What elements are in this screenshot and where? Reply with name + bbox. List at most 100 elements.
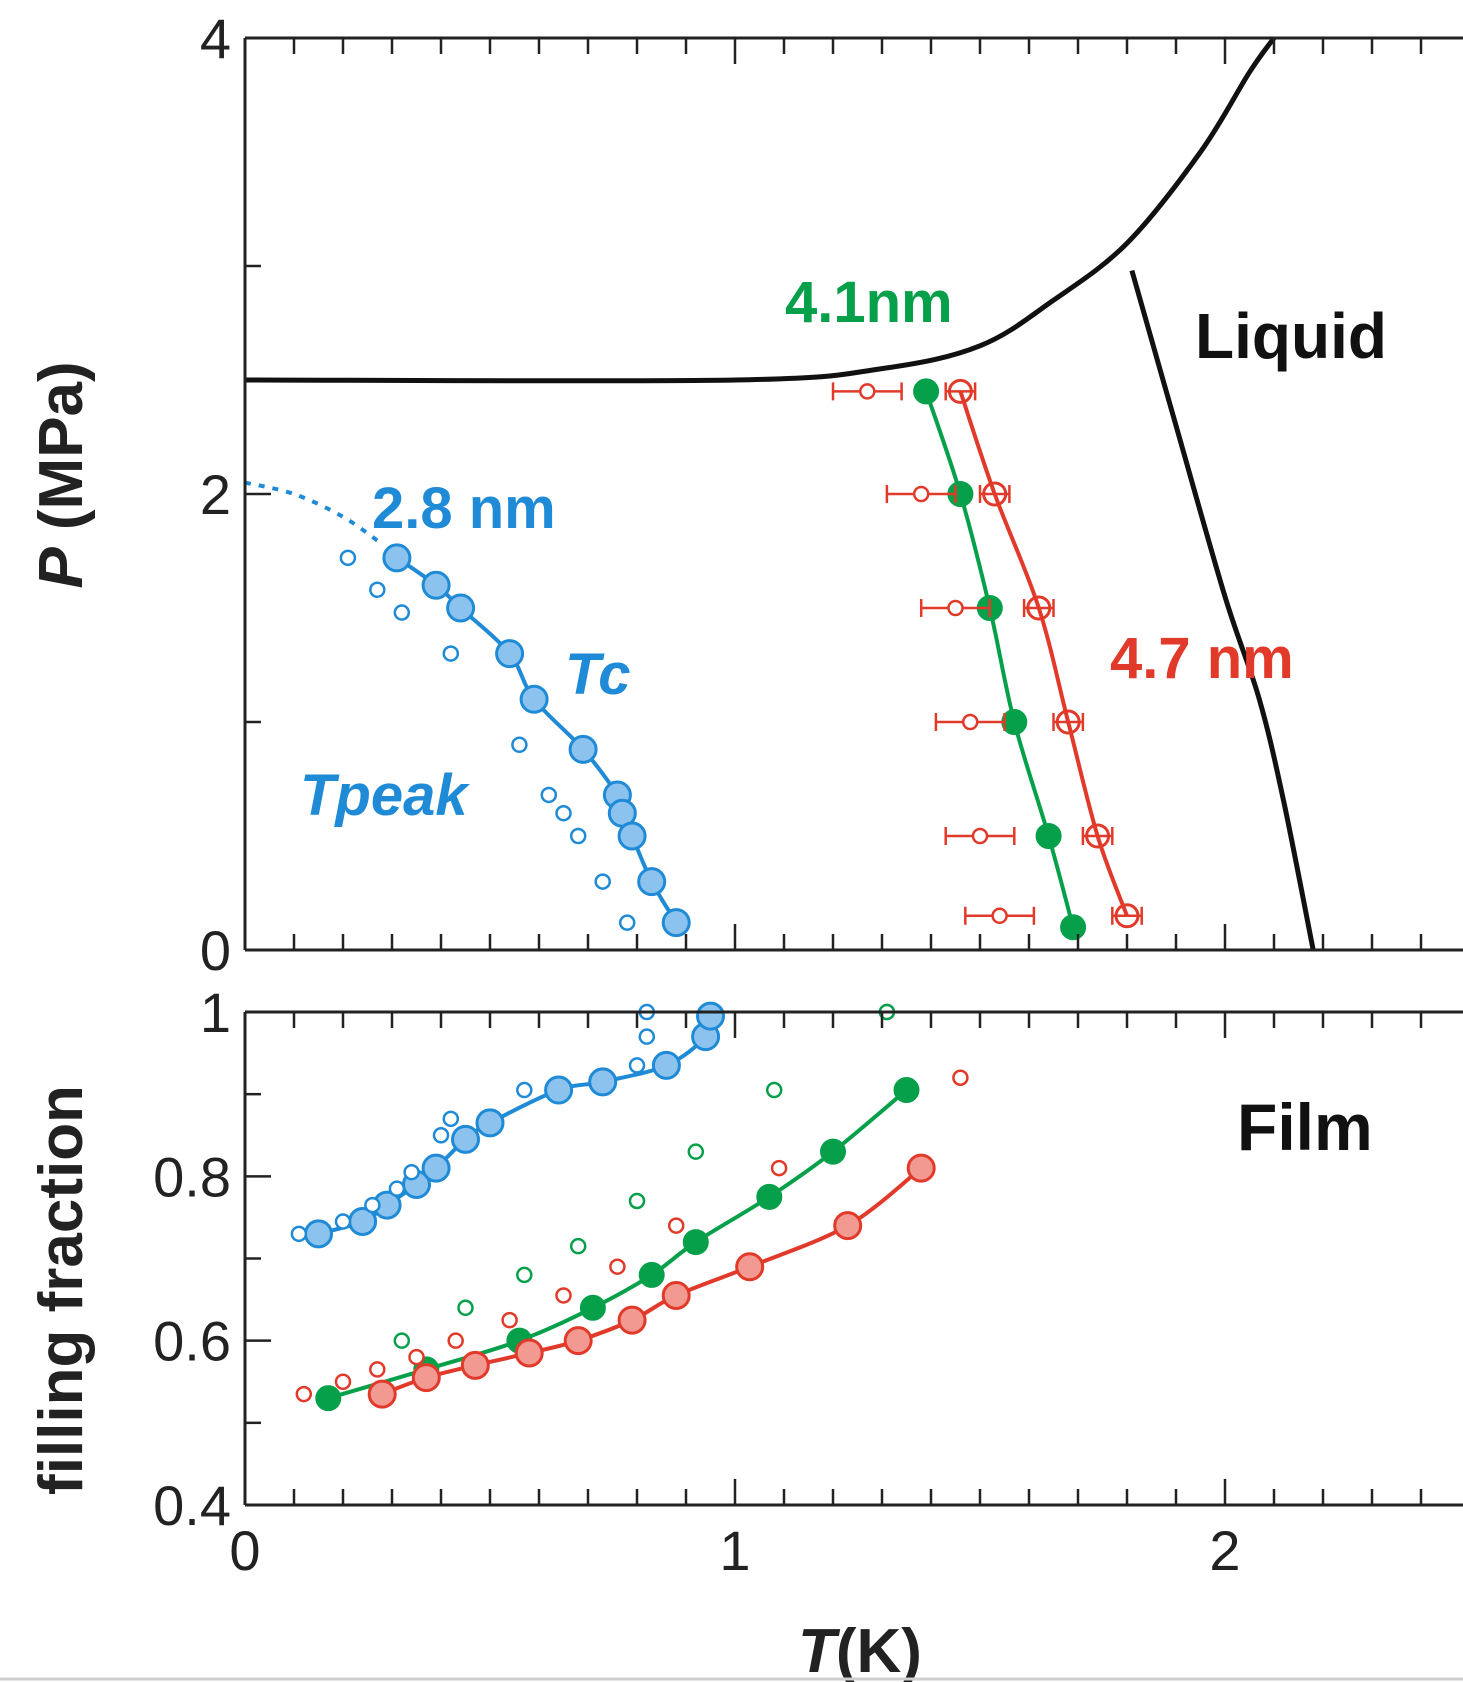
filling-green_open-point — [516, 1266, 533, 1284]
pressure-red_square-point — [1055, 709, 1081, 735]
filling-x-tick-label: 2 — [1209, 1519, 1240, 1582]
filling-y-tick-label: 0.4 — [153, 1474, 231, 1537]
filling-y-tick-label: 1 — [200, 981, 231, 1044]
pressure-y-tick-label: 0 — [200, 919, 231, 982]
filling-blue_open-point — [516, 1081, 533, 1099]
filling-red_open-point — [447, 1332, 464, 1349]
filling-red_open-point — [501, 1311, 518, 1329]
pressure-blue_tc-point — [495, 639, 525, 669]
pressure-panel: 024 2.8 nm 4.1nm 4.7 nm Liquid Tc Tpeak … — [27, 7, 1463, 982]
filling-green_open-point — [393, 1332, 411, 1349]
filling-fraction-plot-area — [290, 1001, 969, 1412]
pressure-blue_tc-point — [446, 593, 476, 623]
pressure-blue_tpeak-point — [618, 914, 636, 931]
filling-red_filled-point — [617, 1305, 647, 1335]
filling-green_open-point — [569, 1237, 587, 1255]
filling-blue_open-point — [432, 1127, 450, 1144]
filling-red_open-point — [295, 1385, 313, 1403]
filling-red_open-point — [334, 1373, 352, 1390]
pressure-blue_tc-point — [382, 543, 412, 573]
filling-blue_open-point — [334, 1213, 352, 1230]
pressure-blue_tpeak-point — [393, 604, 411, 621]
filling-red_filled-point — [735, 1252, 765, 1282]
pressure-red_open-point — [971, 827, 989, 845]
solid-liquid-boundary — [244, 36, 1277, 384]
pressure-blue_tpeak-point — [369, 581, 386, 599]
filling-blue_filled-point — [651, 1050, 681, 1080]
pressure-red_open-point — [991, 907, 1008, 925]
filling-blue_filled-point — [421, 1153, 451, 1183]
pressure-green_filled-point — [1035, 823, 1062, 849]
filling-red_open-point — [555, 1287, 572, 1304]
filling-green_open-point — [765, 1081, 783, 1099]
filling-green_open-point — [628, 1192, 646, 1210]
filling-x-tick-label: 1 — [719, 1519, 750, 1582]
filling-blue_open-point — [403, 1163, 420, 1181]
y-axis-title-filling-fraction: filling fraction — [27, 1085, 96, 1495]
filling-blue_open-point — [442, 1110, 460, 1128]
pressure-red_open-point — [912, 485, 930, 503]
filling-blue_open-point — [290, 1225, 308, 1243]
filling-blue_open-point — [364, 1196, 381, 1214]
pressure-blue_tpeak-point — [442, 645, 460, 662]
pressure-blue_tc-point — [617, 821, 647, 851]
filling-blue_open-point — [388, 1180, 406, 1197]
filling-fraction-axes: 0.4 0.6 0.8 1 0 1 2 — [153, 981, 1463, 1582]
filling-red_filled-point — [563, 1326, 593, 1356]
filling-red_filled-point — [367, 1379, 397, 1409]
filling-green_open-point — [687, 1143, 705, 1160]
filling-blue_filled-point — [544, 1075, 574, 1105]
filling-blue_filled-point — [696, 1001, 725, 1031]
annotation-film: Film — [1237, 1090, 1373, 1164]
pressure-blue_tc-point — [421, 570, 451, 600]
pressure-red_square-point — [1026, 595, 1052, 621]
filling-green_filled-point — [579, 1294, 606, 1321]
pressure-blue_tc-point — [568, 734, 598, 764]
y-axis-title-pressure: P (MPa) — [27, 361, 96, 588]
pressure-green_filled-point — [1060, 914, 1087, 941]
filling-green_filled-point — [315, 1385, 342, 1412]
filling-green_filled-point — [820, 1138, 846, 1165]
pressure-y-tick-label: 4 — [200, 7, 231, 70]
filling-blue_open-point — [638, 1028, 656, 1045]
pressure-blue_tc-point — [519, 684, 549, 714]
pressure-red_square-point — [982, 481, 1008, 507]
filling-red_open-point — [369, 1361, 386, 1378]
filling-red_filled-point — [514, 1338, 544, 1368]
pressure-red_square-point — [1085, 823, 1111, 849]
pressure-axes: 0 2 4 — [200, 7, 1463, 982]
pressure-blue_tpeak-point — [569, 827, 587, 845]
filling-fraction-panel: 0.4 0.6 0.8 1 0 1 2 Film filling fraction — [27, 981, 1463, 1582]
pressure-red_square-point — [947, 378, 973, 404]
filling-red_filled-point — [661, 1280, 691, 1310]
filling-red_filled-point — [833, 1211, 863, 1241]
filling-red_open-point — [770, 1159, 788, 1177]
pressure-blue_tpeak-point — [511, 736, 528, 754]
pressure-red_open-point — [961, 713, 979, 731]
filling-y-tick-label: 0.8 — [153, 1145, 231, 1208]
filling-red_open-point — [408, 1348, 425, 1366]
filling-y-tick-label: 0.6 — [153, 1310, 231, 1373]
pressure-green_filled-point — [1001, 709, 1028, 735]
pressure-blue_tc-point — [637, 867, 667, 897]
filling-blue_filled-point — [588, 1067, 618, 1097]
pressure-blue_tpeak-point — [540, 786, 558, 804]
pressure-blue_tpeak-point — [339, 549, 357, 567]
pressure-blue_tpeak-point — [555, 804, 572, 822]
filling-x-tick-label: 0 — [229, 1519, 260, 1582]
pressure-y-tick-label: 2 — [200, 463, 231, 526]
annotation-tc: Tc — [565, 642, 631, 707]
pressure-red_open-point — [859, 383, 876, 400]
filling-red_open-point — [952, 1069, 969, 1086]
filling-green_open-point — [457, 1299, 474, 1317]
pressure-red_open-point — [947, 599, 964, 617]
filling-green_filled-point — [638, 1261, 665, 1288]
filling-green_filled-point — [893, 1077, 920, 1104]
annotation-2-8nm: 2.8 nm — [372, 476, 556, 541]
annotation-4-1nm: 4.1nm — [785, 270, 953, 335]
filling-blue_filled-point — [475, 1108, 505, 1138]
annotation-4-7nm: 4.7 nm — [1110, 626, 1294, 691]
filling-green_filled-point — [682, 1229, 709, 1256]
pressure-green_filled-point — [913, 378, 940, 405]
